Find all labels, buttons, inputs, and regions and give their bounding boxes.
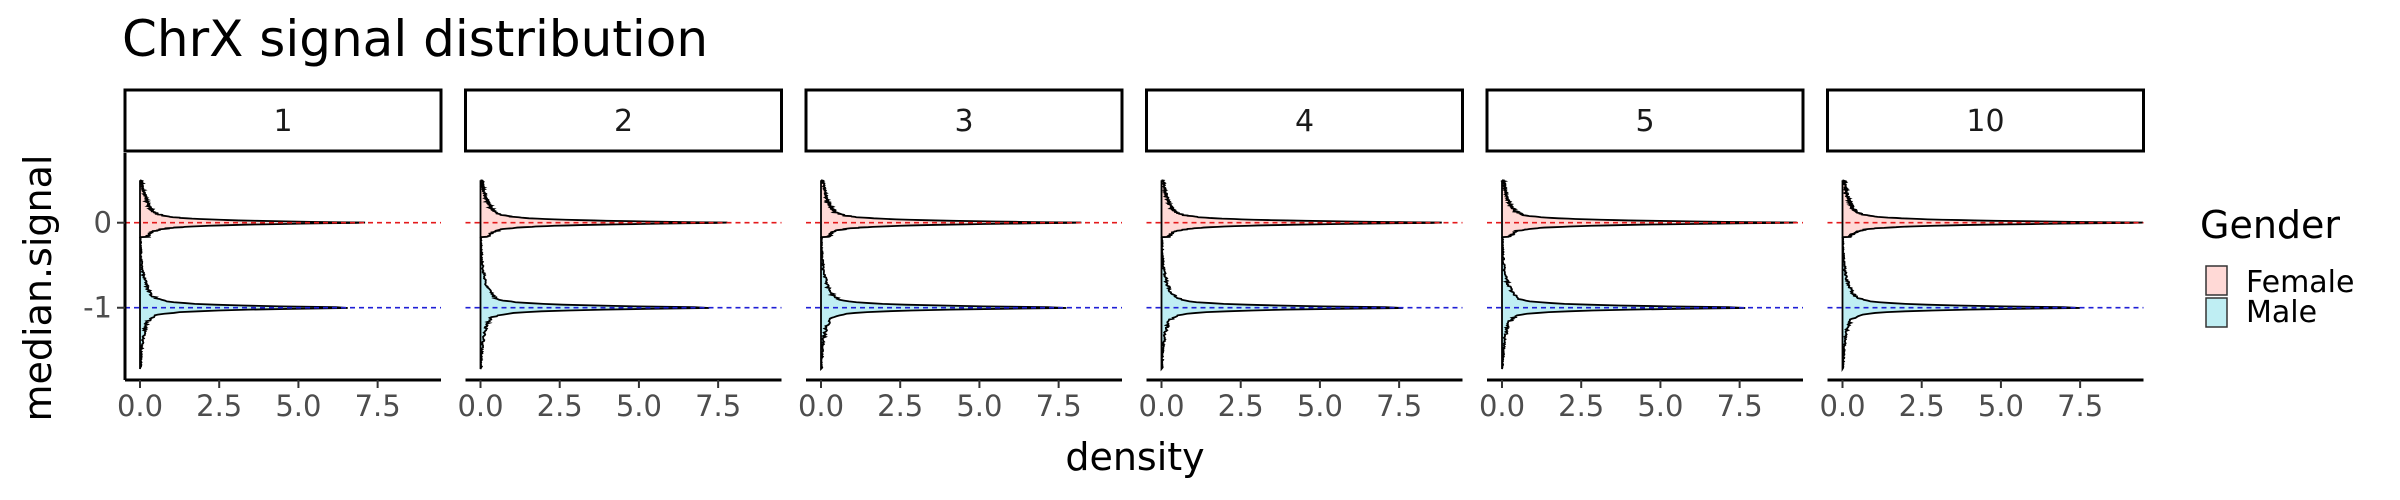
y-tick-label: 0: [94, 206, 112, 240]
x-tick-label: 5.0: [956, 389, 1002, 423]
x-tick-label: 0.0: [798, 389, 844, 423]
facet-strip-label: 10: [1966, 104, 2004, 139]
facet-strip: [804, 88, 1124, 153]
facet-strip: [1826, 88, 2145, 153]
y-axis-title: median.signal: [16, 155, 60, 422]
x-axis-title: density: [1065, 435, 1204, 479]
density-female: [820, 179, 1082, 239]
x-tick-label: 7.5: [1036, 389, 1082, 423]
facet-panel-5: 5 0.0 2.5 5.0 7.5: [1479, 88, 1805, 423]
x-tick-label: 0.0: [1479, 389, 1525, 423]
x-tick-label: 5.0: [616, 389, 662, 423]
legend: Gender Female Male: [2200, 203, 2354, 330]
density-male: [479, 236, 710, 370]
y-tick-label: -1: [83, 291, 112, 325]
facet-strip-label: 5: [1635, 104, 1654, 139]
density-male: [139, 236, 348, 370]
x-tick-label: 5.0: [1978, 389, 2024, 423]
facet-strip: [1485, 88, 1805, 153]
density-female: [139, 179, 366, 239]
x-tick-label: 0.0: [1819, 389, 1865, 423]
x-tick-label: 2.5: [537, 389, 583, 423]
density-male: [1841, 236, 2080, 373]
x-tick-label: 7.5: [1376, 389, 1422, 423]
density-male: [1501, 236, 1746, 370]
x-tick-label: 2.5: [877, 389, 923, 423]
facet-panels: 10-10.0 2.5 5.0 7.520.0 2.5 5.0 7.530.0 2.5 5.0 7…: [83, 88, 2145, 423]
x-tick-label: 7.5: [695, 389, 741, 423]
facet-panel-3: 3 0.0 2.5 5.0 7.5: [798, 88, 1124, 423]
x-tick-label: 5.0: [1297, 389, 1343, 423]
x-tick-label: 2.5: [1899, 389, 1945, 423]
x-tick-label: 2.5: [1558, 389, 1604, 423]
x-tick-label: 0.0: [117, 389, 163, 423]
facet-strip: [1145, 88, 1464, 153]
facet-panel-1: 1 0 -1 0.0 2.5 5.0 7.5: [83, 88, 443, 423]
x-tick-label: 5.0: [275, 389, 321, 423]
facet-strip-label: 2: [614, 104, 633, 139]
density-female: [1841, 179, 2143, 239]
x-tick-label: 0.0: [457, 389, 503, 423]
facet-panel-10: 10 0.0 2.5 5.0 7.5: [1819, 88, 2145, 423]
legend-key-female: [2205, 265, 2228, 296]
density-female: [479, 179, 728, 239]
facet-panel-2: 2 0.0 2.5 5.0 7.5: [457, 88, 783, 423]
facet-panel-4: 4 0.0 2.5 5.0 7.5: [1138, 88, 1464, 423]
x-tick-label: 2.5: [196, 389, 242, 423]
x-tick-label: 5.0: [1637, 389, 1683, 423]
legend-label-male: Male: [2246, 295, 2317, 330]
facet-strip-label: 1: [273, 104, 292, 139]
density-male: [819, 236, 1067, 372]
x-tick-label: 0.0: [1138, 389, 1184, 423]
x-tick-label: 7.5: [1717, 389, 1763, 423]
facet-strip: [464, 88, 783, 153]
x-tick-label: 2.5: [1218, 389, 1264, 423]
density-male: [1160, 236, 1403, 372]
legend-label-female: Female: [2246, 265, 2354, 300]
legend-key-male: [2205, 297, 2228, 328]
facet-strip: [123, 88, 443, 153]
x-tick-label: 7.5: [2057, 389, 2103, 423]
density-female: [1499, 179, 1797, 239]
facet-strip-label: 3: [954, 104, 973, 139]
legend-title: Gender: [2200, 203, 2340, 247]
facet-strip-label: 4: [1295, 104, 1314, 139]
x-tick-label: 7.5: [355, 389, 401, 423]
density-female: [1160, 179, 1442, 239]
chart-title: ChrX signal distribution: [122, 10, 708, 68]
